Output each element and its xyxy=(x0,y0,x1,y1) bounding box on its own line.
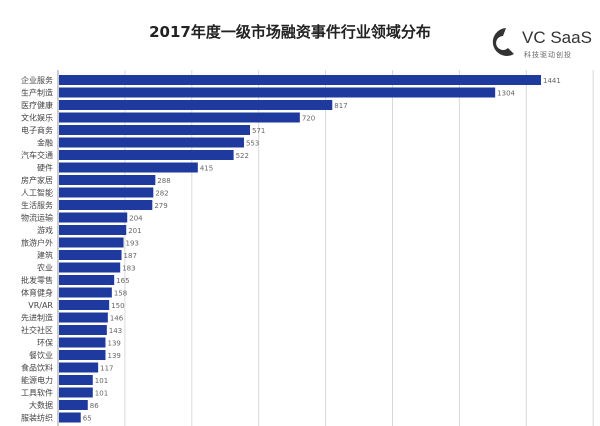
logo-icon xyxy=(492,28,514,56)
bar xyxy=(59,412,81,423)
category-label: 电子商务 xyxy=(21,125,53,135)
category-label: 物流运输 xyxy=(21,213,53,223)
category-label: 生活服务 xyxy=(21,200,53,210)
category-label: 大数据 xyxy=(29,400,53,410)
category-label: 硬件 xyxy=(37,163,53,173)
bar xyxy=(59,212,128,223)
bar xyxy=(59,137,244,148)
category-label: 工具软件 xyxy=(21,388,53,398)
bar xyxy=(59,162,198,173)
bar xyxy=(59,225,127,235)
data-label: 415 xyxy=(200,165,213,173)
data-label: 1304 xyxy=(497,90,515,98)
bar xyxy=(59,112,300,123)
bar xyxy=(59,325,107,335)
data-label: 101 xyxy=(95,377,108,385)
bar xyxy=(59,312,108,323)
category-label: 汽车交通 xyxy=(21,150,53,160)
bar xyxy=(59,75,541,85)
category-label: 医疗健康 xyxy=(21,100,53,110)
bar xyxy=(59,287,112,298)
data-label: 139 xyxy=(107,352,120,360)
bar xyxy=(59,337,106,348)
chart-title: 2017年度一级市场融资事件行业领域分布 xyxy=(149,23,431,41)
bar xyxy=(59,187,154,198)
data-label: 187 xyxy=(124,252,137,260)
data-label: 165 xyxy=(116,277,129,285)
data-label: 150 xyxy=(111,302,124,310)
bar xyxy=(59,87,496,98)
category-label: 金融 xyxy=(37,138,53,148)
category-label: 生产制造 xyxy=(21,88,53,98)
category-label: 批发零售 xyxy=(21,275,53,285)
data-label: 146 xyxy=(110,315,124,323)
data-label: 158 xyxy=(114,290,127,298)
data-label: 817 xyxy=(334,102,347,110)
category-label: 房产家居 xyxy=(21,175,53,185)
data-label: 282 xyxy=(155,190,168,198)
bar xyxy=(59,350,106,360)
data-label: 1441 xyxy=(543,77,561,85)
logo-name: VC SaaS xyxy=(522,28,592,47)
category-label: 先进制造 xyxy=(21,313,53,323)
data-label: 553 xyxy=(246,140,259,148)
data-label: 86 xyxy=(90,402,99,410)
data-label: 571 xyxy=(252,127,265,135)
data-label: 204 xyxy=(129,215,143,223)
data-label: 101 xyxy=(95,390,108,398)
logo-tagline: 科技驱动创投 xyxy=(524,51,572,59)
data-label: 201 xyxy=(128,227,141,235)
data-label: 139 xyxy=(107,340,120,348)
bar xyxy=(59,175,156,185)
bar xyxy=(59,362,99,373)
category-label: 农业 xyxy=(37,263,53,273)
category-label: 文化娱乐 xyxy=(21,113,53,123)
bar xyxy=(59,262,121,273)
data-label: 193 xyxy=(126,240,139,248)
bar xyxy=(59,300,110,310)
category-label: 餐饮业 xyxy=(29,350,53,360)
bar xyxy=(59,275,115,285)
category-label: 环保 xyxy=(37,338,53,348)
bar xyxy=(59,150,234,160)
category-label: 食品饮料 xyxy=(21,363,53,373)
bar xyxy=(59,237,124,248)
data-label: 522 xyxy=(236,152,249,160)
logo: VC SaaS 科技驱动创投 xyxy=(486,24,596,64)
data-label: 183 xyxy=(122,265,135,273)
data-label: 720 xyxy=(302,115,315,123)
bar xyxy=(59,200,153,210)
category-label: 社交社区 xyxy=(21,325,53,335)
category-label: 建筑 xyxy=(37,250,53,260)
data-label: 143 xyxy=(109,327,122,335)
data-label: 117 xyxy=(100,365,113,373)
bar xyxy=(59,375,93,385)
category-label: 体育健身 xyxy=(21,288,53,298)
category-label: 能源电力 xyxy=(21,375,53,385)
category-label: VR/AR xyxy=(28,301,53,310)
category-label: 服装纺织 xyxy=(21,413,53,423)
bar xyxy=(59,125,250,135)
category-label: 人工智能 xyxy=(21,188,53,198)
bar xyxy=(59,100,333,110)
category-label: 游戏 xyxy=(37,225,53,235)
bar xyxy=(59,250,122,260)
data-label: 279 xyxy=(154,202,167,210)
bar xyxy=(59,387,93,398)
category-label: 旅游户外 xyxy=(21,238,53,248)
data-label: 288 xyxy=(157,177,170,185)
category-label: 企业服务 xyxy=(21,75,53,85)
data-label: 65 xyxy=(83,415,92,423)
bar xyxy=(59,400,88,410)
